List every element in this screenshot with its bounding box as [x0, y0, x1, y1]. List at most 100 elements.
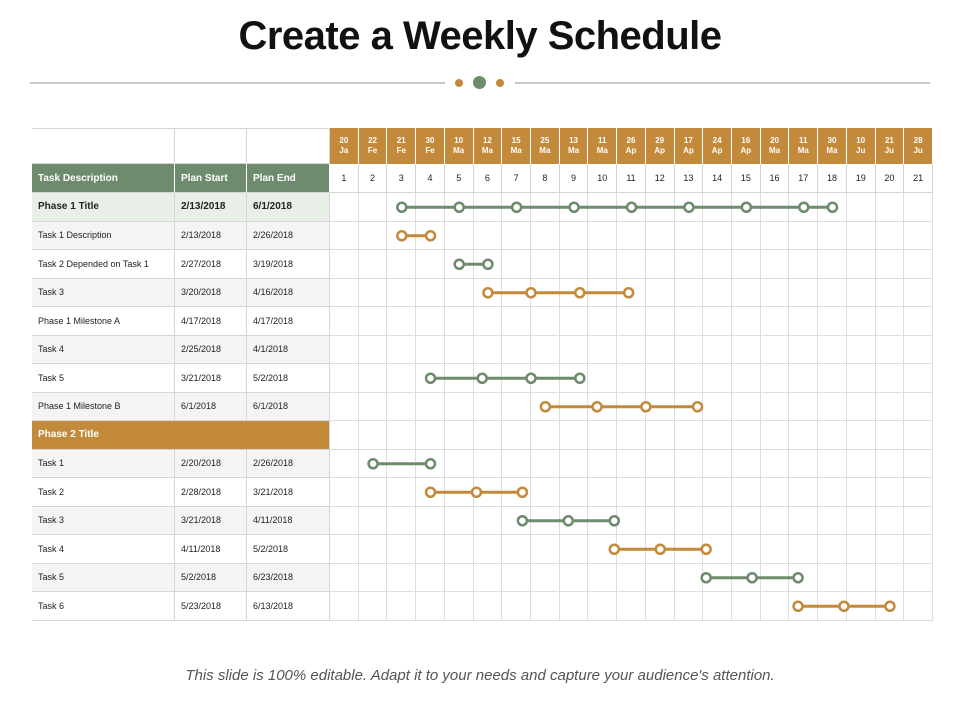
date-label-day: 20	[770, 136, 779, 145]
gantt-marker	[792, 600, 804, 612]
schedule-cell	[531, 250, 560, 279]
schedule-cell	[330, 278, 359, 307]
schedule-cell	[674, 335, 704, 364]
schedule-cell	[645, 307, 675, 336]
date-label-month: Ju	[884, 146, 895, 155]
schedule-cell	[416, 421, 445, 450]
schedule-cell	[416, 535, 445, 564]
schedule-cell	[875, 250, 905, 279]
schedule-cell	[387, 535, 417, 564]
date-label: 10 Ju	[846, 128, 876, 164]
schedule-cell	[444, 592, 474, 621]
date-label-day: 12	[482, 136, 492, 145]
schedule-cell	[875, 421, 905, 450]
schedule-cell	[588, 221, 618, 250]
date-label: 22 Fe	[358, 128, 388, 164]
date-label-month: Ma	[826, 146, 838, 155]
schedule-cell	[904, 421, 933, 450]
schedule-cell	[330, 364, 359, 393]
task-row-end: 4/1/2018	[247, 335, 330, 364]
week-number: 10	[588, 164, 618, 193]
week-number: 13	[674, 164, 704, 193]
schedule-cell	[502, 335, 531, 364]
task-row-start: 5/23/2018	[175, 592, 247, 621]
week-number: 14	[703, 164, 732, 193]
schedule-cell	[416, 278, 445, 307]
schedule-cell	[473, 449, 503, 478]
schedule-cell	[760, 250, 790, 279]
schedule-cell	[703, 592, 732, 621]
schedule-cell	[444, 278, 474, 307]
task-row-end: 6/23/2018	[247, 563, 330, 592]
date-label-day: 29	[655, 136, 665, 145]
schedule-cell	[444, 535, 474, 564]
schedule-cell	[732, 364, 761, 393]
schedule-cell	[416, 592, 445, 621]
schedule-cell	[875, 364, 905, 393]
date-label-day: 10	[454, 136, 464, 145]
date-label-day: 30	[827, 136, 837, 145]
schedule-cell	[875, 449, 905, 478]
schedule-cell	[875, 478, 905, 507]
schedule-cell	[330, 335, 359, 364]
schedule-cell	[617, 449, 646, 478]
schedule-cell	[904, 563, 933, 592]
task-row-task: Task 4	[32, 335, 175, 364]
decor-dot-left	[455, 79, 463, 87]
schedule-cell	[875, 307, 905, 336]
schedule-cell	[760, 421, 790, 450]
gantt-marker	[838, 600, 850, 612]
schedule-cell	[846, 421, 876, 450]
schedule-cell	[358, 535, 388, 564]
gantt-marker	[608, 515, 621, 527]
schedule-cell	[760, 221, 790, 250]
date-label: 16 Ap	[732, 128, 761, 164]
gantt-marker	[608, 543, 621, 555]
schedule-cell	[617, 307, 646, 336]
gantt-marker	[453, 258, 465, 270]
task-row-task: Task 5	[32, 364, 175, 393]
date-label: 21 Fe	[387, 128, 417, 164]
slide-title: Create a Weekly Schedule	[238, 14, 722, 58]
schedule-cell	[760, 307, 790, 336]
schedule-cell	[703, 449, 732, 478]
schedule-cell	[502, 392, 531, 421]
date-label-month: Ap	[711, 146, 723, 155]
schedule-cell	[559, 535, 589, 564]
schedule-cell	[904, 392, 933, 421]
schedule-cell	[904, 592, 933, 621]
schedule-cell	[760, 535, 790, 564]
schedule-cell	[846, 563, 876, 592]
schedule-cell	[502, 307, 531, 336]
schedule-cell	[358, 592, 388, 621]
schedule-cell	[875, 278, 905, 307]
schedule-cell	[645, 478, 675, 507]
schedule-cell	[904, 478, 933, 507]
date-label: 13 Ma	[559, 128, 589, 164]
schedule-cell	[444, 506, 474, 535]
date-label-day: 10	[856, 136, 866, 145]
date-label-month: Ma	[768, 146, 781, 155]
schedule-cell	[703, 421, 732, 450]
task-row-task: Task 4	[32, 535, 175, 564]
schedule-cell	[531, 421, 560, 450]
schedule-cell	[674, 364, 704, 393]
task-row-end: 5/2/2018	[247, 364, 330, 393]
schedule-cell	[703, 278, 732, 307]
gantt-marker	[622, 287, 635, 299]
week-number: 16	[760, 164, 790, 193]
schedule-cell	[645, 278, 675, 307]
schedule-cell	[818, 193, 847, 222]
date-label-day: 25	[540, 136, 550, 145]
gantt-marker	[792, 572, 804, 584]
week-number: 11	[617, 164, 646, 193]
schedule-cell	[732, 250, 761, 279]
schedule-cell	[416, 392, 445, 421]
date-label-month: Ju	[856, 146, 866, 155]
schedule-cell	[703, 364, 732, 393]
schedule-cell	[875, 506, 905, 535]
schedule-cell	[818, 250, 847, 279]
schedule-cell	[387, 392, 417, 421]
schedule-cell	[645, 221, 675, 250]
